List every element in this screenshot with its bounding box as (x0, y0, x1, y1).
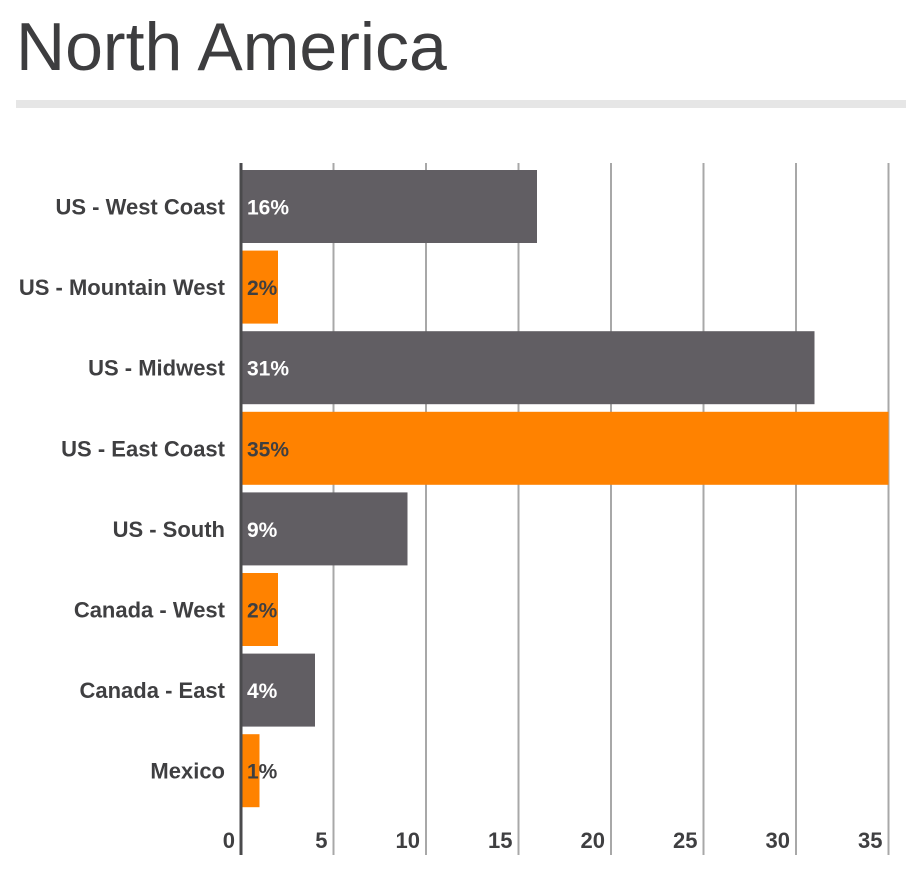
title-divider (16, 100, 906, 108)
bar (241, 331, 815, 405)
data-label: 4% (247, 680, 278, 703)
bar (241, 573, 278, 646)
chart-title: North America (16, 9, 447, 85)
category-label: Canada - East (80, 678, 226, 703)
category-label: Canada - West (74, 598, 226, 623)
x-tick-label: 35 (858, 828, 882, 853)
bar (241, 170, 537, 243)
data-label: 31% (247, 358, 289, 381)
category-label: US - Midwest (88, 356, 226, 381)
x-tick-label: 20 (581, 828, 605, 853)
bar (241, 411, 889, 485)
x-tick-label: 15 (488, 828, 512, 853)
labels: 0 5 10 15 20 25 30 35 US - West Coast 16% US - Mou… (19, 195, 883, 854)
x-tick-label: 0 (223, 828, 235, 853)
bars (241, 170, 889, 808)
data-label: 16% (247, 197, 289, 220)
category-label: Mexico (150, 759, 225, 784)
gridlines (332, 163, 890, 855)
category-label: US - Mountain West (19, 275, 226, 300)
x-tick-label: 10 (396, 828, 420, 853)
x-tick-label: 30 (766, 828, 790, 853)
data-label: 1% (247, 761, 278, 784)
data-label: 2% (247, 600, 278, 623)
category-label: US - South (113, 517, 225, 542)
data-label: 2% (247, 277, 278, 300)
bar (241, 250, 278, 324)
bar (241, 492, 408, 566)
data-label: 35% (247, 438, 289, 461)
x-tick-label: 25 (673, 828, 697, 853)
x-tick-label: 5 (315, 828, 327, 853)
bar (241, 734, 260, 808)
category-label: US - West Coast (55, 195, 225, 220)
category-label: US - East Coast (61, 436, 225, 461)
data-label: 9% (247, 519, 278, 542)
bar (241, 653, 315, 727)
